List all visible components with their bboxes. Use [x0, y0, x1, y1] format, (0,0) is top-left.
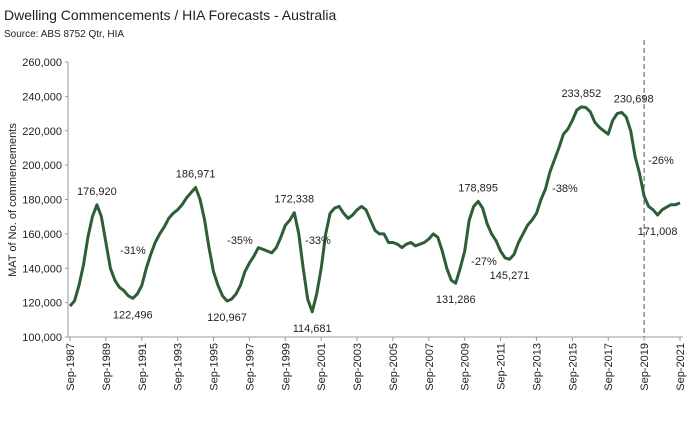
x-tick-label: Sep-2007	[424, 343, 436, 391]
data-label: 172,338	[274, 194, 314, 206]
data-label: 186,971	[176, 169, 216, 181]
data-label: 233,852	[561, 88, 601, 100]
data-label: 114,681	[293, 323, 332, 335]
y-tick-label: 140,000	[22, 263, 62, 275]
annotation: -31%	[120, 245, 146, 257]
data-label: 230,698	[614, 93, 654, 105]
chart-title: Dwelling Commencements / HIA Forecasts -…	[4, 7, 336, 23]
x-tick-label: Sep-2015	[567, 343, 579, 391]
data-label: 131,286	[436, 294, 476, 306]
data-label: 171,008	[638, 226, 678, 238]
x-tick-label: Sep-1991	[137, 343, 149, 391]
annotation: -35%	[227, 235, 253, 247]
annotation: -26%	[648, 155, 674, 167]
x-tick-label: Sep-1997	[244, 343, 256, 391]
x-tick-label: Sep-2005	[388, 343, 400, 391]
x-tick-label: Sep-1987	[65, 343, 77, 391]
x-tick-label: Sep-2013	[531, 343, 543, 391]
x-tick-label: Sep-1995	[209, 343, 221, 391]
chart-subtitle: Source: ABS 8752 Qtr, HIA	[4, 29, 124, 40]
y-tick-label: 240,000	[22, 91, 62, 103]
x-tick-label: Sep-2001	[316, 343, 328, 391]
data-label: 122,496	[113, 309, 153, 321]
y-tick-label: 180,000	[22, 195, 62, 207]
x-tick-label: Sep-1989	[101, 343, 113, 391]
y-tick-label: 260,000	[22, 57, 62, 69]
x-tick-label: Sep-2011	[496, 343, 508, 390]
y-tick-label: 160,000	[22, 229, 62, 241]
y-tick-label: 120,000	[22, 298, 62, 310]
data-label: 176,920	[77, 186, 117, 198]
annotation: -33%	[305, 235, 331, 247]
data-label: 145,271	[490, 270, 530, 282]
x-tick-label: Sep-2017	[603, 343, 615, 391]
x-tick-label: Sep-1993	[173, 343, 185, 391]
x-tick-label: Sep-1999	[280, 343, 292, 391]
annotation: -38%	[552, 183, 578, 195]
x-tick-label: Sep-2009	[460, 343, 472, 391]
y-tick-label: 100,000	[22, 332, 62, 344]
line	[68, 105, 681, 314]
y-tick-label: 200,000	[22, 160, 62, 172]
y-axis-label: MAT of No. of commencements	[7, 123, 19, 277]
x-tick-label: Sep-2003	[352, 343, 364, 391]
x-tick-label: Sep-2019	[639, 343, 651, 391]
annotation: -27%	[471, 256, 497, 268]
data-label: 178,895	[458, 182, 498, 194]
y-tick-label: 220,000	[22, 126, 62, 138]
x-tick-label: Sep-2021	[675, 343, 687, 391]
data-label: 120,967	[207, 312, 247, 324]
